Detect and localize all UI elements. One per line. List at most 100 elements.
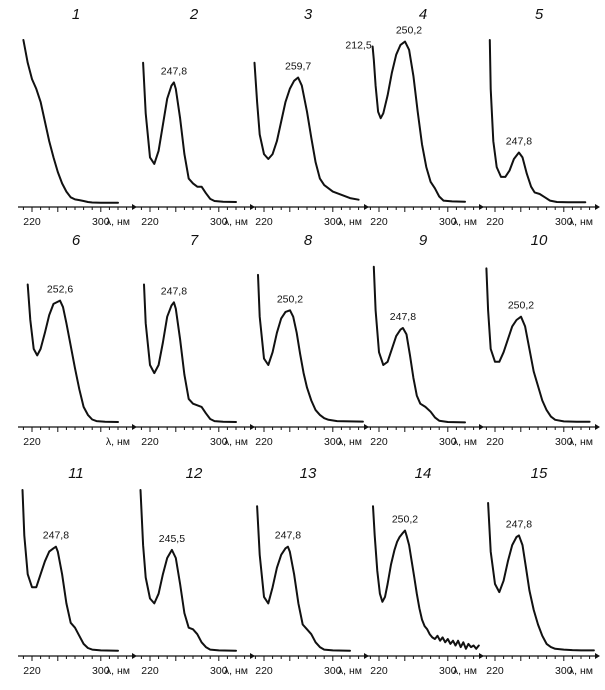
x-axis-arrow	[595, 653, 600, 659]
peak-label: 247,8	[390, 311, 416, 323]
x-tick-label: 220	[141, 216, 159, 228]
peak-label: 247,8	[506, 135, 532, 147]
x-tick-label: 220	[370, 665, 388, 677]
spectrum-curve	[372, 505, 480, 650]
x-tick-label: 300	[439, 665, 457, 677]
x-tick-label: 220	[23, 216, 41, 228]
panel-number: 12	[186, 465, 203, 482]
panel-number: 10	[531, 232, 548, 249]
x-axis-unit-label: λ, нм	[224, 436, 248, 448]
x-axis-unit-label: λ, нм	[453, 665, 477, 677]
x-tick-label: 220	[370, 436, 388, 448]
x-axis-arrow	[132, 424, 137, 430]
spectrum-curve	[487, 502, 595, 652]
panel-number: 1	[72, 6, 80, 23]
x-tick-label: 300	[555, 665, 573, 677]
x-axis-unit-label: λ, нм	[569, 436, 593, 448]
peak-label: 250,2	[396, 25, 422, 37]
x-tick-label: 300	[210, 216, 228, 228]
panel-number: 6	[72, 232, 81, 249]
x-axis-unit-label: λ, нм	[569, 665, 593, 677]
spectrum-curve	[139, 489, 237, 652]
x-axis-unit-label: λ, нм	[569, 216, 593, 228]
panel-number: 5	[535, 6, 544, 23]
peak-label: 250,2	[392, 514, 418, 526]
panel-number: 2	[189, 6, 199, 23]
spectrum-panel-6: 6 220 λ, нм 252,6	[18, 232, 137, 448]
x-tick-label: 300	[324, 665, 342, 677]
x-axis-unit-label: λ, нм	[106, 436, 130, 448]
spectrum-curve	[372, 265, 466, 424]
panel-number: 13	[300, 465, 317, 482]
peak-label: 259,7	[285, 60, 311, 72]
x-axis-unit-label: λ, нм	[338, 216, 362, 228]
peak-label: 245,5	[159, 533, 185, 545]
spectrum-curve	[21, 489, 119, 652]
x-axis-unit-label: λ, нм	[453, 436, 477, 448]
spectrum-curve	[22, 39, 119, 204]
peak-label: 247,8	[161, 285, 187, 297]
x-tick-label: 220	[486, 216, 504, 228]
peak-label: 250,2	[508, 300, 534, 312]
x-axis-unit-label: λ, нм	[224, 216, 248, 228]
x-tick-label: 220	[255, 436, 273, 448]
x-axis-arrow	[595, 424, 600, 430]
panel-number: 14	[415, 465, 432, 482]
x-axis-unit-label: λ, нм	[106, 216, 130, 228]
x-tick-label: 220	[486, 436, 504, 448]
spectrum-curve	[371, 40, 466, 203]
x-axis-unit-label: λ, нм	[106, 665, 130, 677]
panel-number: 8	[304, 232, 313, 249]
panel-number: 9	[419, 232, 428, 249]
peak-label: 252,6	[47, 284, 73, 296]
x-tick-label: 300	[555, 216, 573, 228]
x-axis-arrow	[132, 653, 137, 659]
spectrum-curve	[26, 283, 119, 423]
spectrum-curve	[257, 273, 364, 423]
x-tick-label: 220	[23, 665, 41, 677]
panel-number: 3	[304, 6, 313, 23]
x-axis-unit-label: λ, нм	[453, 216, 477, 228]
x-tick-label: 300	[439, 216, 457, 228]
x-tick-label: 220	[141, 665, 159, 677]
x-tick-label: 220	[141, 436, 159, 448]
spectrum-curve	[488, 39, 587, 204]
x-tick-label: 220	[486, 665, 504, 677]
x-tick-label: 300	[555, 436, 573, 448]
peak-label: 247,8	[161, 65, 187, 77]
x-tick-label: 300	[92, 216, 110, 228]
x-axis-arrow	[595, 204, 600, 210]
peak-label: 247,8	[275, 530, 301, 542]
peak-label: 247,8	[506, 518, 532, 530]
panel-number: 7	[190, 232, 199, 249]
x-axis-arrow	[132, 204, 137, 210]
panel-number: 15	[531, 465, 548, 482]
x-tick-label: 300	[92, 665, 110, 677]
x-axis-unit-label: λ, нм	[338, 665, 362, 677]
x-tick-label: 220	[255, 665, 273, 677]
x-tick-label: 220	[370, 216, 388, 228]
peak-label: 250,2	[277, 293, 303, 305]
peak-label: 247,8	[43, 530, 69, 542]
spectrum-curve	[143, 283, 237, 423]
x-tick-label: 300	[439, 436, 457, 448]
peak-label: 212,5	[345, 40, 371, 52]
spectrum-curve	[485, 267, 591, 423]
x-axis-unit-label: λ, нм	[224, 665, 248, 677]
x-tick-label: 300	[210, 436, 228, 448]
panel-number: 11	[68, 465, 84, 482]
